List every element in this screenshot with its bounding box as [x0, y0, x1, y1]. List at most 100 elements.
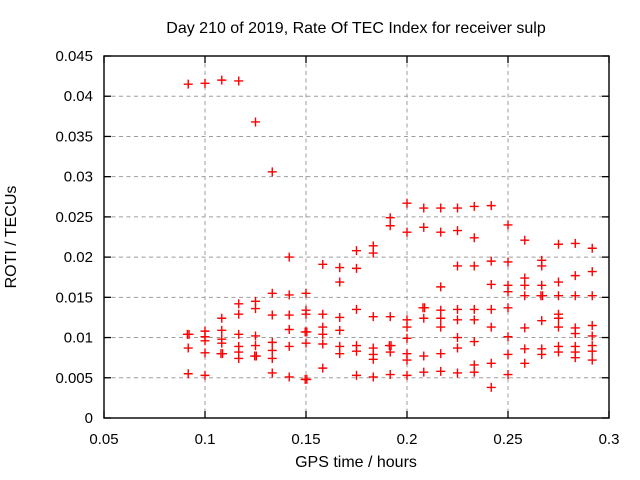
data-point-marker	[419, 367, 429, 377]
data-point-marker	[200, 336, 210, 346]
data-point-marker	[419, 222, 429, 232]
data-point-marker	[352, 304, 361, 314]
x-tick-label: 0.2	[397, 431, 418, 448]
data-point-marker	[436, 203, 446, 213]
plot-layer: 0.05 0.1 0.15 0.2 0.25 0.3 0 0.005 0.01 0.015 0.02…	[55, 48, 619, 448]
data-point-marker	[587, 331, 597, 341]
data-point-marker	[284, 290, 294, 300]
data-point-marker	[284, 310, 294, 320]
x-tick-label: 0.15	[291, 431, 320, 448]
data-point-marker	[453, 261, 462, 271]
data-point-marker	[554, 277, 563, 287]
data-point-marker	[419, 313, 429, 323]
data-point-marker	[284, 372, 294, 382]
data-point-marker	[386, 341, 396, 351]
data-point-marker	[537, 349, 547, 359]
data-point-marker	[284, 341, 294, 351]
data-point-marker	[183, 79, 193, 89]
data-point-marker	[251, 331, 260, 341]
data-point-marker	[570, 238, 580, 248]
data-point-marker	[469, 233, 479, 243]
data-point-marker	[267, 353, 277, 363]
data-point-marker	[217, 313, 227, 323]
data-point-marker	[335, 263, 345, 273]
data-point-marker	[554, 239, 563, 249]
data-point-marker	[587, 320, 597, 330]
data-point-marker	[234, 329, 244, 339]
data-point-marker	[302, 374, 312, 384]
data-point-marker	[503, 257, 513, 267]
data-point-marker	[318, 363, 328, 373]
y-tick-label: 0.035	[55, 128, 93, 145]
data-point-marker	[267, 337, 277, 347]
data-point-marker	[267, 310, 277, 320]
data-point-marker	[251, 341, 260, 351]
data-point-marker	[217, 75, 227, 85]
data-point-marker	[570, 329, 580, 339]
x-axis-title: GPS time / hours	[295, 454, 417, 471]
data-point-marker	[587, 267, 597, 277]
data-point-marker	[587, 355, 597, 365]
data-point-marker	[302, 327, 312, 337]
data-point-marker	[368, 354, 378, 364]
data-point-marker	[554, 347, 563, 357]
data-point-marker	[469, 201, 479, 211]
data-point-marker	[486, 358, 496, 368]
data-point-marker	[469, 315, 479, 325]
data-point-marker	[402, 333, 412, 343]
data-point-marker	[267, 345, 277, 355]
data-point-marker	[267, 288, 277, 298]
plot-frame	[103, 55, 610, 419]
data-point-marker	[218, 349, 228, 359]
data-point-marker	[352, 346, 361, 356]
data-point-marker	[402, 227, 412, 237]
data-point-marker	[469, 261, 479, 271]
data-point-marker	[486, 382, 496, 392]
y-tick-label: 0.045	[55, 48, 93, 65]
data-point-marker	[335, 312, 345, 322]
data-point-marker	[318, 329, 328, 339]
x-tick-label: 0.25	[493, 431, 522, 448]
data-point-marker	[486, 256, 496, 266]
data-point-marker	[587, 291, 597, 301]
data-point-marker	[503, 287, 513, 297]
data-point-marker	[453, 226, 462, 236]
data-point-marker	[486, 322, 496, 332]
data-point-marker	[436, 305, 446, 315]
data-point-marker	[503, 220, 513, 230]
data-point-marker	[486, 304, 496, 314]
data-point-marker	[453, 315, 462, 325]
data-point-marker	[419, 203, 429, 213]
x-tick-label: 0.3	[599, 431, 620, 448]
data-point-marker	[520, 344, 530, 354]
y-tick-label: 0.02	[64, 249, 93, 266]
data-point-marker	[520, 291, 530, 301]
data-point-marker	[469, 337, 479, 347]
data-point-marker	[368, 248, 378, 258]
data-point-marker	[251, 304, 260, 314]
data-point-marker	[385, 370, 395, 380]
data-point-marker	[183, 369, 193, 379]
data-point-marker	[385, 347, 395, 357]
data-point-marker	[368, 312, 378, 322]
data-point-marker	[402, 322, 412, 332]
data-point-marker	[469, 367, 479, 377]
data-point-marker	[318, 259, 328, 269]
y-tick-label: 0	[85, 410, 93, 427]
data-point-marker	[469, 304, 479, 314]
data-point-marker	[436, 322, 446, 332]
y-tick-label: 0.005	[55, 370, 93, 387]
data-point-marker	[267, 167, 277, 177]
data-point-marker	[385, 221, 395, 231]
data-point-marker	[301, 288, 311, 298]
data-point-marker	[234, 76, 244, 86]
data-point-marker	[267, 368, 277, 378]
data-point-marker	[234, 299, 244, 309]
y-tick-label: 0.025	[55, 209, 93, 226]
data-point-marker	[301, 338, 311, 348]
data-point-marker	[419, 351, 429, 361]
x-tick-label: 0.05	[89, 431, 118, 448]
data-point-marker	[554, 291, 563, 301]
data-point-marker	[234, 309, 244, 319]
